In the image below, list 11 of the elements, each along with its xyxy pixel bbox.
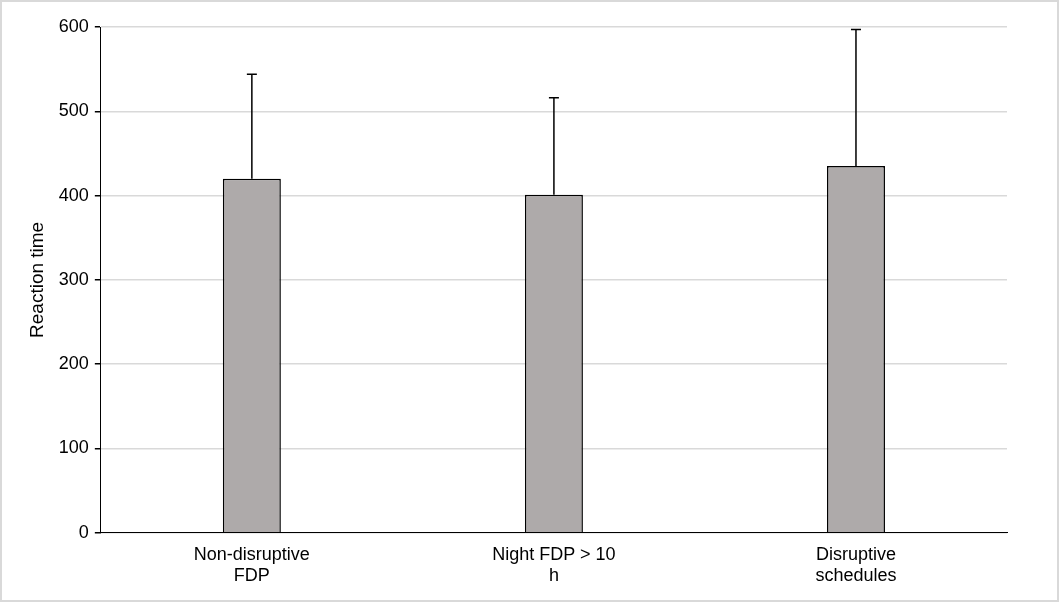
x-tick-label: Disruptive schedules bbox=[815, 543, 897, 586]
y-tick-label: 400 bbox=[58, 184, 89, 205]
y-tick-label: 200 bbox=[58, 353, 89, 374]
y-tick-label: 300 bbox=[58, 268, 89, 289]
y-tick-label: 600 bbox=[58, 15, 89, 36]
y-tick-label: 100 bbox=[58, 437, 89, 458]
y-tick-label: 500 bbox=[58, 100, 89, 121]
x-tick-label: Night FDP > 10 h bbox=[492, 543, 616, 586]
y-axis-title: Reaction time bbox=[25, 221, 47, 338]
y-tick-label: 0 bbox=[78, 521, 89, 542]
x-tick-label: Non-disruptive FDP bbox=[193, 543, 310, 586]
